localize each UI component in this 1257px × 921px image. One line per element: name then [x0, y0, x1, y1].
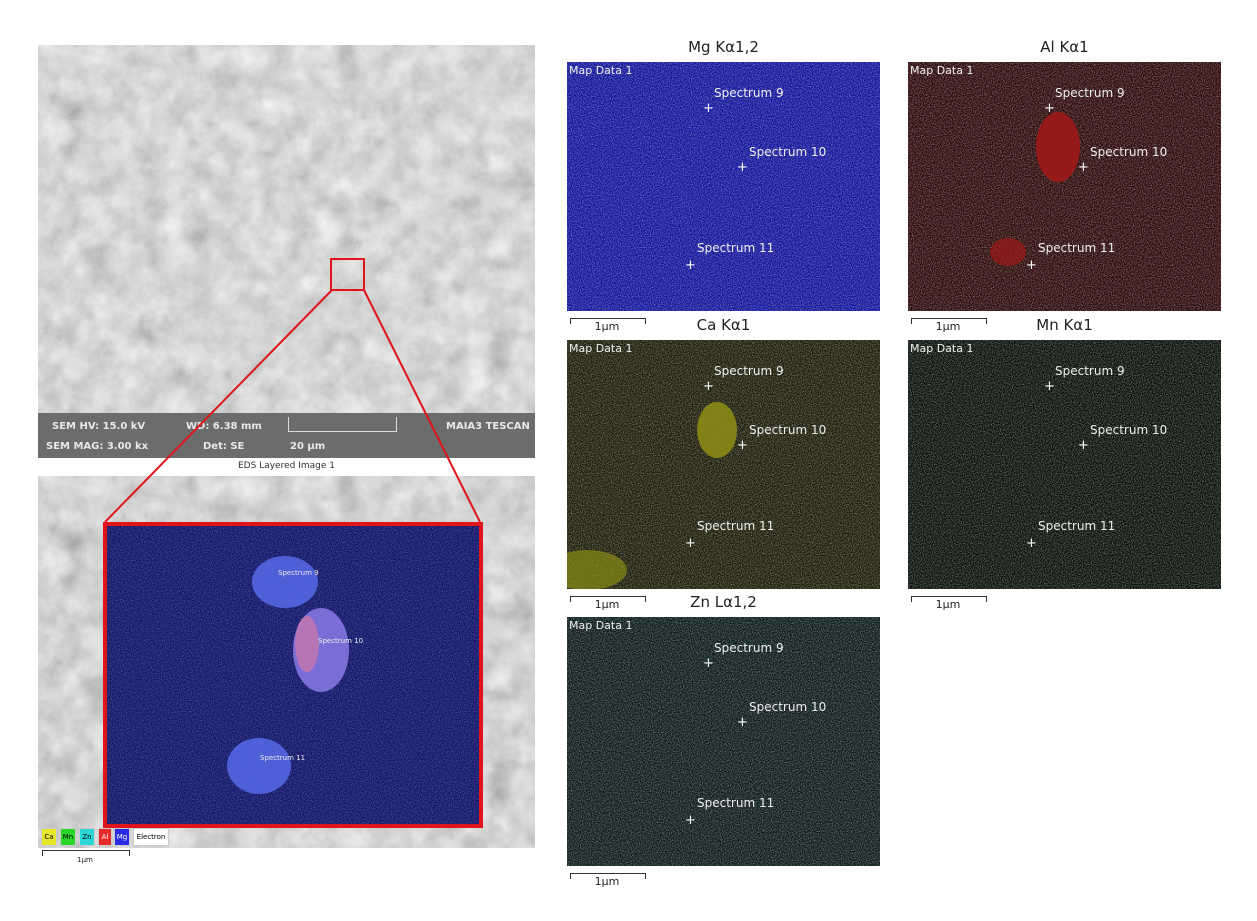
legend-mn: Mn: [60, 828, 76, 846]
eds-map-al: Map Data 1 + Spectrum 9 + Spectrum 10 + …: [908, 62, 1221, 311]
crosshair-icon: +: [685, 536, 696, 551]
legend-ca: Ca: [41, 828, 57, 846]
map-scale-bar: [570, 596, 646, 602]
map-scale-label: 1μm: [935, 320, 961, 333]
crosshair-icon: +: [685, 258, 696, 273]
map-data-label: Map Data 1: [569, 64, 633, 77]
crosshair-icon: +: [703, 101, 714, 116]
sem-info-bar: SEM HV: 15.0 kV WD: 6.38 mm SEM MAG: 3.0…: [38, 413, 535, 458]
eds-overlay-box: Spectrum 9 Spectrum 10 Spectrum 11: [103, 522, 483, 828]
map-data-label: Map Data 1: [569, 342, 633, 355]
spectrum-10-label: Spectrum 10: [749, 423, 827, 437]
spectrum-10-label: Spectrum 10: [749, 700, 827, 714]
layered-scale-bar: [42, 850, 130, 856]
zoom-region-marker: [330, 258, 365, 291]
spectrum-10-label: Spectrum 10: [1090, 423, 1168, 437]
crosshair-icon: +: [1026, 258, 1037, 273]
spectrum-9-label: Spectrum 9: [1055, 86, 1125, 100]
legend-al: Al: [98, 828, 112, 846]
map-scale-bar: [911, 318, 987, 324]
eds-map-mg: Map Data 1 + Spectrum 9 + Spectrum 10 + …: [567, 62, 880, 311]
map-scale-label: 1μm: [594, 598, 620, 611]
spectrum-11-label: Spectrum 11: [697, 796, 775, 810]
eds-map-ca: Map Data 1 + Spectrum 9 + Spectrum 10 + …: [567, 340, 880, 589]
layered-spectrum-11: Spectrum 11: [260, 754, 306, 762]
eds-map-zn: Map Data 1 + Spectrum 9 + Spectrum 10 + …: [567, 617, 880, 866]
map-title-mn: Mn Kα1: [1036, 316, 1093, 334]
spectrum-9-label: Spectrum 9: [1055, 364, 1125, 378]
crosshair-icon: +: [685, 813, 696, 828]
legend-zn: Zn: [79, 828, 95, 846]
map-scale-label: 1μm: [594, 875, 620, 888]
eds-map-mn: Map Data 1 + Spectrum 9 + Spectrum 10 + …: [908, 340, 1221, 589]
zoom-connector-lines: [104, 289, 481, 523]
sem-texture: [38, 45, 535, 413]
map-title-mg: Mg Kα1,2: [688, 38, 759, 56]
sem-detector: Det: SE: [203, 441, 245, 452]
sem-mag: SEM MAG: 3.00 kx: [46, 441, 149, 452]
spectrum-9-label: Spectrum 9: [714, 641, 784, 655]
map-data-label: Map Data 1: [910, 64, 974, 77]
crosshair-icon: +: [1078, 160, 1089, 175]
layered-caption: EDS Layered Image 1: [238, 461, 335, 471]
crosshair-icon: +: [1026, 536, 1037, 551]
map-scale-label: 1μm: [594, 320, 620, 333]
spectrum-9-label: Spectrum 9: [714, 86, 784, 100]
spectrum-11-label: Spectrum 11: [697, 241, 775, 255]
sem-hv: SEM HV: 15.0 kV: [52, 421, 146, 432]
layered-spectrum-9: Spectrum 9: [278, 569, 319, 577]
layered-scale-label: 1μm: [77, 856, 93, 864]
sem-wd: WD: 6.38 mm: [186, 421, 262, 432]
map-data-label: Map Data 1: [910, 342, 974, 355]
map-scale-bar: [570, 873, 646, 879]
layered-spectrum-10: Spectrum 10: [318, 637, 364, 645]
legend-mg: Mg: [114, 828, 130, 846]
crosshair-icon: +: [1044, 379, 1055, 394]
spectrum-9-label: Spectrum 9: [714, 364, 784, 378]
map-title-ca: Ca Kα1: [696, 316, 751, 334]
map-title-zn: Zn Lα1,2: [690, 593, 757, 611]
sem-scale-bar: [288, 417, 397, 432]
sem-brand: MAIA3 TESCAN: [446, 421, 530, 432]
crosshair-icon: +: [703, 656, 714, 671]
crosshair-icon: +: [737, 715, 748, 730]
spectrum-11-label: Spectrum 11: [1038, 241, 1116, 255]
crosshair-icon: +: [1078, 438, 1089, 453]
legend-electron: Electron: [133, 828, 169, 846]
sem-scale-label: 20 μm: [290, 441, 326, 452]
layered-map-label: Map Data 1: [106, 510, 153, 519]
map-title-al: Al Kα1: [1040, 38, 1089, 56]
crosshair-icon: +: [1044, 101, 1055, 116]
map-scale-bar: [911, 596, 987, 602]
spectrum-11-label: Spectrum 11: [1038, 519, 1116, 533]
spectrum-10-label: Spectrum 10: [749, 145, 827, 159]
crosshair-icon: +: [737, 438, 748, 453]
crosshair-icon: +: [737, 160, 748, 175]
spectrum-10-label: Spectrum 10: [1090, 145, 1168, 159]
crosshair-icon: +: [703, 379, 714, 394]
sem-overview-image: SEM HV: 15.0 kV WD: 6.38 mm SEM MAG: 3.0…: [38, 45, 535, 458]
map-scale-bar: [570, 318, 646, 324]
map-data-label: Map Data 1: [569, 619, 633, 632]
map-scale-label: 1μm: [935, 598, 961, 611]
spectrum-11-label: Spectrum 11: [697, 519, 775, 533]
